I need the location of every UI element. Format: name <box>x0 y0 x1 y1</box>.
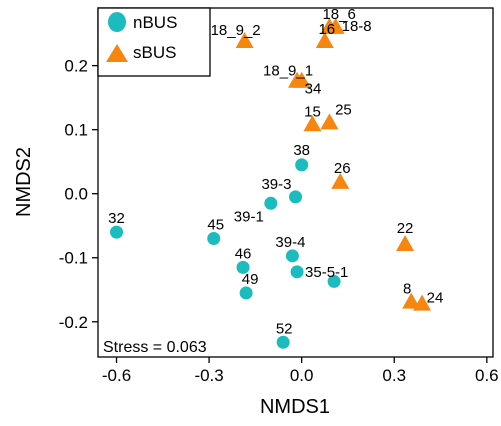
point-label: 18-8 <box>342 18 372 35</box>
sbus-point <box>303 115 322 132</box>
point-label: 16 <box>318 21 335 38</box>
point-label: 39-3 <box>261 176 291 193</box>
nbus-point <box>264 196 278 210</box>
point-label: 45 <box>207 217 224 234</box>
stress-annotation: Stress = 0.063 <box>103 339 207 356</box>
y-axis-title: NMDS2 <box>13 147 35 217</box>
point-label: 38 <box>293 142 310 159</box>
point-label: 49 <box>242 271 259 288</box>
nbus-point <box>110 225 124 239</box>
nbus-point <box>239 286 253 300</box>
legend-marker-sbus <box>106 44 128 62</box>
nbus-point <box>285 249 299 263</box>
legend-label-nbus: nBUS <box>133 13 177 32</box>
point-label: 52 <box>276 320 293 337</box>
sbus-point <box>315 32 334 49</box>
point-label: 35-5-1 <box>305 264 348 281</box>
x-tick-label: -0.6 <box>102 366 131 385</box>
nbus-point <box>207 232 221 246</box>
x-tick-label: 0.0 <box>290 366 314 385</box>
point-label: 32 <box>108 210 125 227</box>
sbus-point <box>235 32 254 49</box>
x-tick-label: 0.6 <box>475 366 499 385</box>
point-label: 26 <box>334 160 351 177</box>
legend-label-sbus: sBUS <box>133 43 176 62</box>
y-tick-label: 0.0 <box>64 185 88 204</box>
sbus-point <box>396 235 415 252</box>
nbus-point <box>276 335 290 349</box>
point-label: 25 <box>335 101 352 118</box>
point-label: 22 <box>397 220 414 237</box>
point-label: 34 <box>305 81 322 98</box>
data-points <box>110 17 432 349</box>
nbus-point <box>290 265 304 279</box>
legend-marker-nbus <box>108 12 126 32</box>
point-label: 39-4 <box>275 234 305 251</box>
sbus-point <box>413 294 432 311</box>
point-label: 18_6 <box>322 6 355 23</box>
x-tick-label: -0.3 <box>194 366 223 385</box>
y-tick-label: 0.1 <box>64 121 88 140</box>
nbus-point <box>295 158 309 172</box>
point-label: 18_9_1 <box>263 63 313 80</box>
point-label: 18_9_2 <box>211 22 261 39</box>
y-tick-label: -0.2 <box>59 313 88 332</box>
sbus-point <box>292 71 311 88</box>
point-label: 46 <box>235 245 252 262</box>
axes: -0.6 -0.3 0.0 0.3 0.6 -0.2 -0.1 0.0 0.1 0.2 <box>59 57 499 385</box>
point-label: 8 <box>403 281 411 298</box>
legend: nBUS sBUS <box>97 7 211 77</box>
nbus-point <box>327 274 341 288</box>
sbus-point <box>326 17 345 34</box>
y-tick-label: -0.1 <box>59 249 88 268</box>
x-tick-label: 0.3 <box>382 366 406 385</box>
point-label: 24 <box>427 290 444 307</box>
nbus-point <box>289 190 302 204</box>
point-label: 39-1 <box>234 208 264 225</box>
y-tick-label: 0.2 <box>64 57 88 76</box>
sbus-point <box>402 292 421 309</box>
x-axis-title: NMDS1 <box>260 396 330 418</box>
plot-frame <box>97 7 494 358</box>
nbus-point <box>236 260 250 274</box>
point-label: 15 <box>304 103 321 120</box>
sbus-point <box>331 172 350 189</box>
sbus-point <box>320 113 339 130</box>
